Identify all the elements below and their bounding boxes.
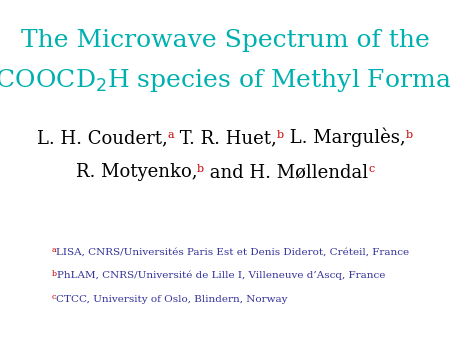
- Text: a: a: [52, 246, 57, 254]
- Text: b: b: [52, 270, 57, 278]
- Text: The Microwave Spectrum of the: The Microwave Spectrum of the: [21, 29, 429, 52]
- Text: PhLAM, CNRS/Université de Lille I, Villeneuve d’Ascq, France: PhLAM, CNRS/Université de Lille I, Ville…: [57, 271, 385, 280]
- Text: and H. Møllendal: and H. Møllendal: [204, 163, 368, 181]
- Text: L. Margulès,: L. Margulès,: [284, 128, 406, 147]
- Text: b: b: [197, 164, 204, 174]
- Text: T. R. Huet,: T. R. Huet,: [175, 129, 277, 147]
- Text: HCOOCD$_2$H species of Methyl Formate: HCOOCD$_2$H species of Methyl Formate: [0, 67, 450, 94]
- Text: b: b: [406, 130, 413, 140]
- Text: CTCC, University of Oslo, Blindern, Norway: CTCC, University of Oslo, Blindern, Norw…: [56, 295, 288, 304]
- Text: R. Motyenko,: R. Motyenko,: [76, 163, 197, 181]
- Text: c: c: [368, 164, 374, 174]
- Text: L. H. Coudert,: L. H. Coudert,: [37, 129, 168, 147]
- Text: a: a: [168, 130, 175, 140]
- Text: b: b: [277, 130, 284, 140]
- Text: LISA, CNRS/Universités Paris Est et Denis Diderot, Créteil, France: LISA, CNRS/Universités Paris Est et Deni…: [57, 247, 410, 256]
- Text: c: c: [52, 293, 56, 301]
